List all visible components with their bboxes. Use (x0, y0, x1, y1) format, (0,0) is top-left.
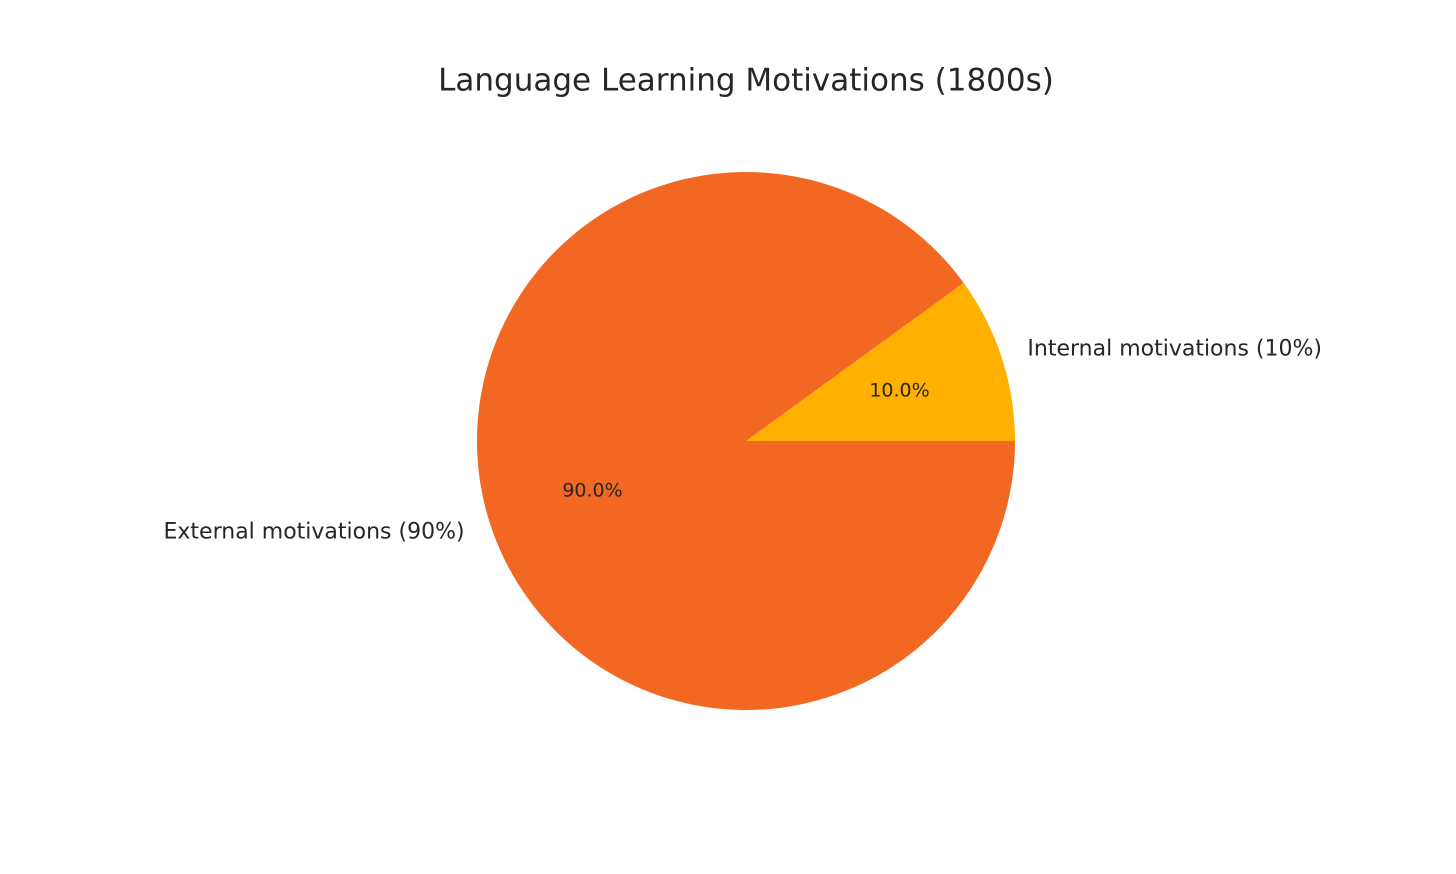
value-label: 10.0% (869, 380, 929, 402)
slice-label: Internal motivations (10%) (1027, 337, 1322, 362)
pie-slice (746, 282, 1015, 441)
pie-slice (476, 172, 1015, 711)
slice-label: External motivations (90%) (164, 519, 465, 544)
value-label: 90.0% (562, 479, 622, 501)
chart-title: Language Learning Motivations (1800s) (438, 63, 1054, 99)
